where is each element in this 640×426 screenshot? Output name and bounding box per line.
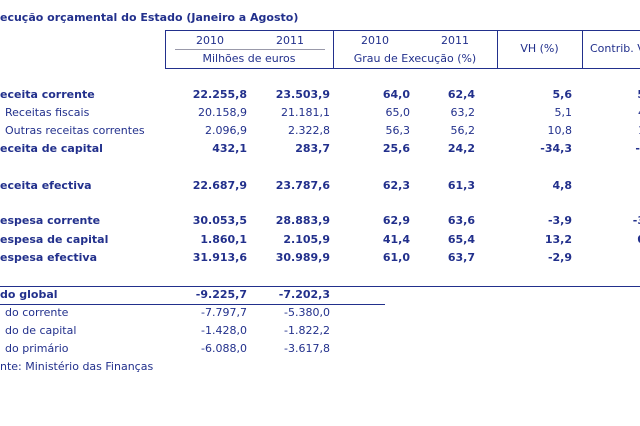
- cell: 41,4: [382, 233, 410, 246]
- cell: 432,1: [212, 142, 247, 155]
- year: 2011: [276, 34, 304, 47]
- rule: [0, 304, 385, 305]
- cell: -5.380,0: [284, 306, 330, 319]
- cell: -3,9: [547, 214, 572, 227]
- year: 2010: [361, 34, 389, 47]
- cell: 62,3: [382, 179, 410, 192]
- year: 2010: [196, 34, 224, 47]
- cell: 23.787,6: [275, 179, 330, 192]
- cell: 65,4: [447, 233, 475, 246]
- cell: 61,3: [447, 179, 475, 192]
- cell: -7.797,7: [201, 306, 247, 319]
- rule: [0, 286, 640, 287]
- contrib-header: Contrib. V: [590, 42, 640, 55]
- cell: 0: [555, 233, 640, 247]
- rule: [333, 30, 334, 69]
- unit: Milhões de euros: [202, 52, 296, 65]
- unit: Grau de Execução (%): [353, 52, 477, 65]
- cell: 21.181,1: [281, 106, 330, 119]
- rule: [497, 30, 498, 69]
- cell: 30.053,5: [192, 214, 247, 227]
- row-label: do primário: [5, 342, 69, 355]
- rule: [175, 49, 325, 50]
- cell: -9.225,7: [195, 288, 247, 301]
- cell: 28.883,9: [275, 214, 330, 227]
- row-label: Receitas fiscais: [5, 106, 90, 119]
- rule: [165, 30, 166, 69]
- vh-header: VH (%): [520, 42, 559, 55]
- cell: 65,0: [385, 106, 411, 119]
- cell: 25,6: [382, 142, 410, 155]
- cell: 62,4: [447, 88, 475, 101]
- cell: 10,8: [547, 124, 573, 137]
- cell: 13,2: [544, 233, 572, 246]
- cell: 31.913,6: [192, 251, 247, 264]
- cell: 64,0: [382, 88, 410, 101]
- cell: 22.255,8: [192, 88, 247, 101]
- cell: 63,2: [450, 106, 476, 119]
- cell: 2.105,9: [283, 233, 330, 246]
- cell: 63,7: [447, 251, 475, 264]
- row-label: do de capital: [5, 324, 77, 337]
- row-label: eceita efectiva: [0, 179, 92, 192]
- rule: [582, 30, 583, 69]
- source: nte: Ministério das Finanças: [0, 360, 154, 373]
- cell: 61,0: [382, 251, 410, 264]
- cell: -3.617,8: [284, 342, 330, 355]
- row-label: espesa de capital: [0, 233, 109, 246]
- cell: 63,6: [447, 214, 475, 227]
- cell: 2.322,8: [288, 124, 330, 137]
- row-label: eceita de capital: [0, 142, 103, 155]
- cell: -7.202,3: [278, 288, 330, 301]
- cell: 283,7: [295, 142, 330, 155]
- row-label: espesa corrente: [0, 214, 101, 227]
- title: ecução orçamental do Estado (Janeiro a A…: [0, 11, 299, 24]
- row-label: do global: [0, 288, 58, 301]
- row-label: espesa efectiva: [0, 251, 97, 264]
- row-label: Outras receitas correntes: [5, 124, 145, 137]
- cell: 62,9: [382, 214, 410, 227]
- row-label: do corrente: [5, 306, 69, 319]
- cell: 24,2: [447, 142, 475, 155]
- cell: -6.088,0: [201, 342, 247, 355]
- cell: 2.096,9: [205, 124, 247, 137]
- cell: 1: [555, 124, 640, 138]
- cell: -2,9: [547, 251, 572, 264]
- cell: 1.860,1: [200, 233, 247, 246]
- rule: [165, 30, 640, 31]
- cell: 20.158,9: [198, 106, 247, 119]
- rule: [165, 68, 640, 69]
- cell: 30.989,9: [275, 251, 330, 264]
- cell: 5: [555, 88, 640, 102]
- cell: -(: [635, 142, 640, 155]
- year: 2011: [441, 34, 469, 47]
- cell: 56,3: [385, 124, 411, 137]
- cell: -3: [632, 214, 640, 227]
- cell: 56,2: [450, 124, 476, 137]
- cell: 5,6: [552, 88, 573, 101]
- cell: 23.503,9: [275, 88, 330, 101]
- cell: -1.822,2: [284, 324, 330, 337]
- cell: 22.687,9: [192, 179, 247, 192]
- cell: -1.428,0: [201, 324, 247, 337]
- cell: 4,8: [552, 179, 573, 192]
- row-label: eceita corrente: [0, 88, 95, 101]
- cell: 4: [555, 106, 640, 120]
- cell: 5,1: [554, 106, 573, 119]
- cell: -34,3: [540, 142, 572, 155]
